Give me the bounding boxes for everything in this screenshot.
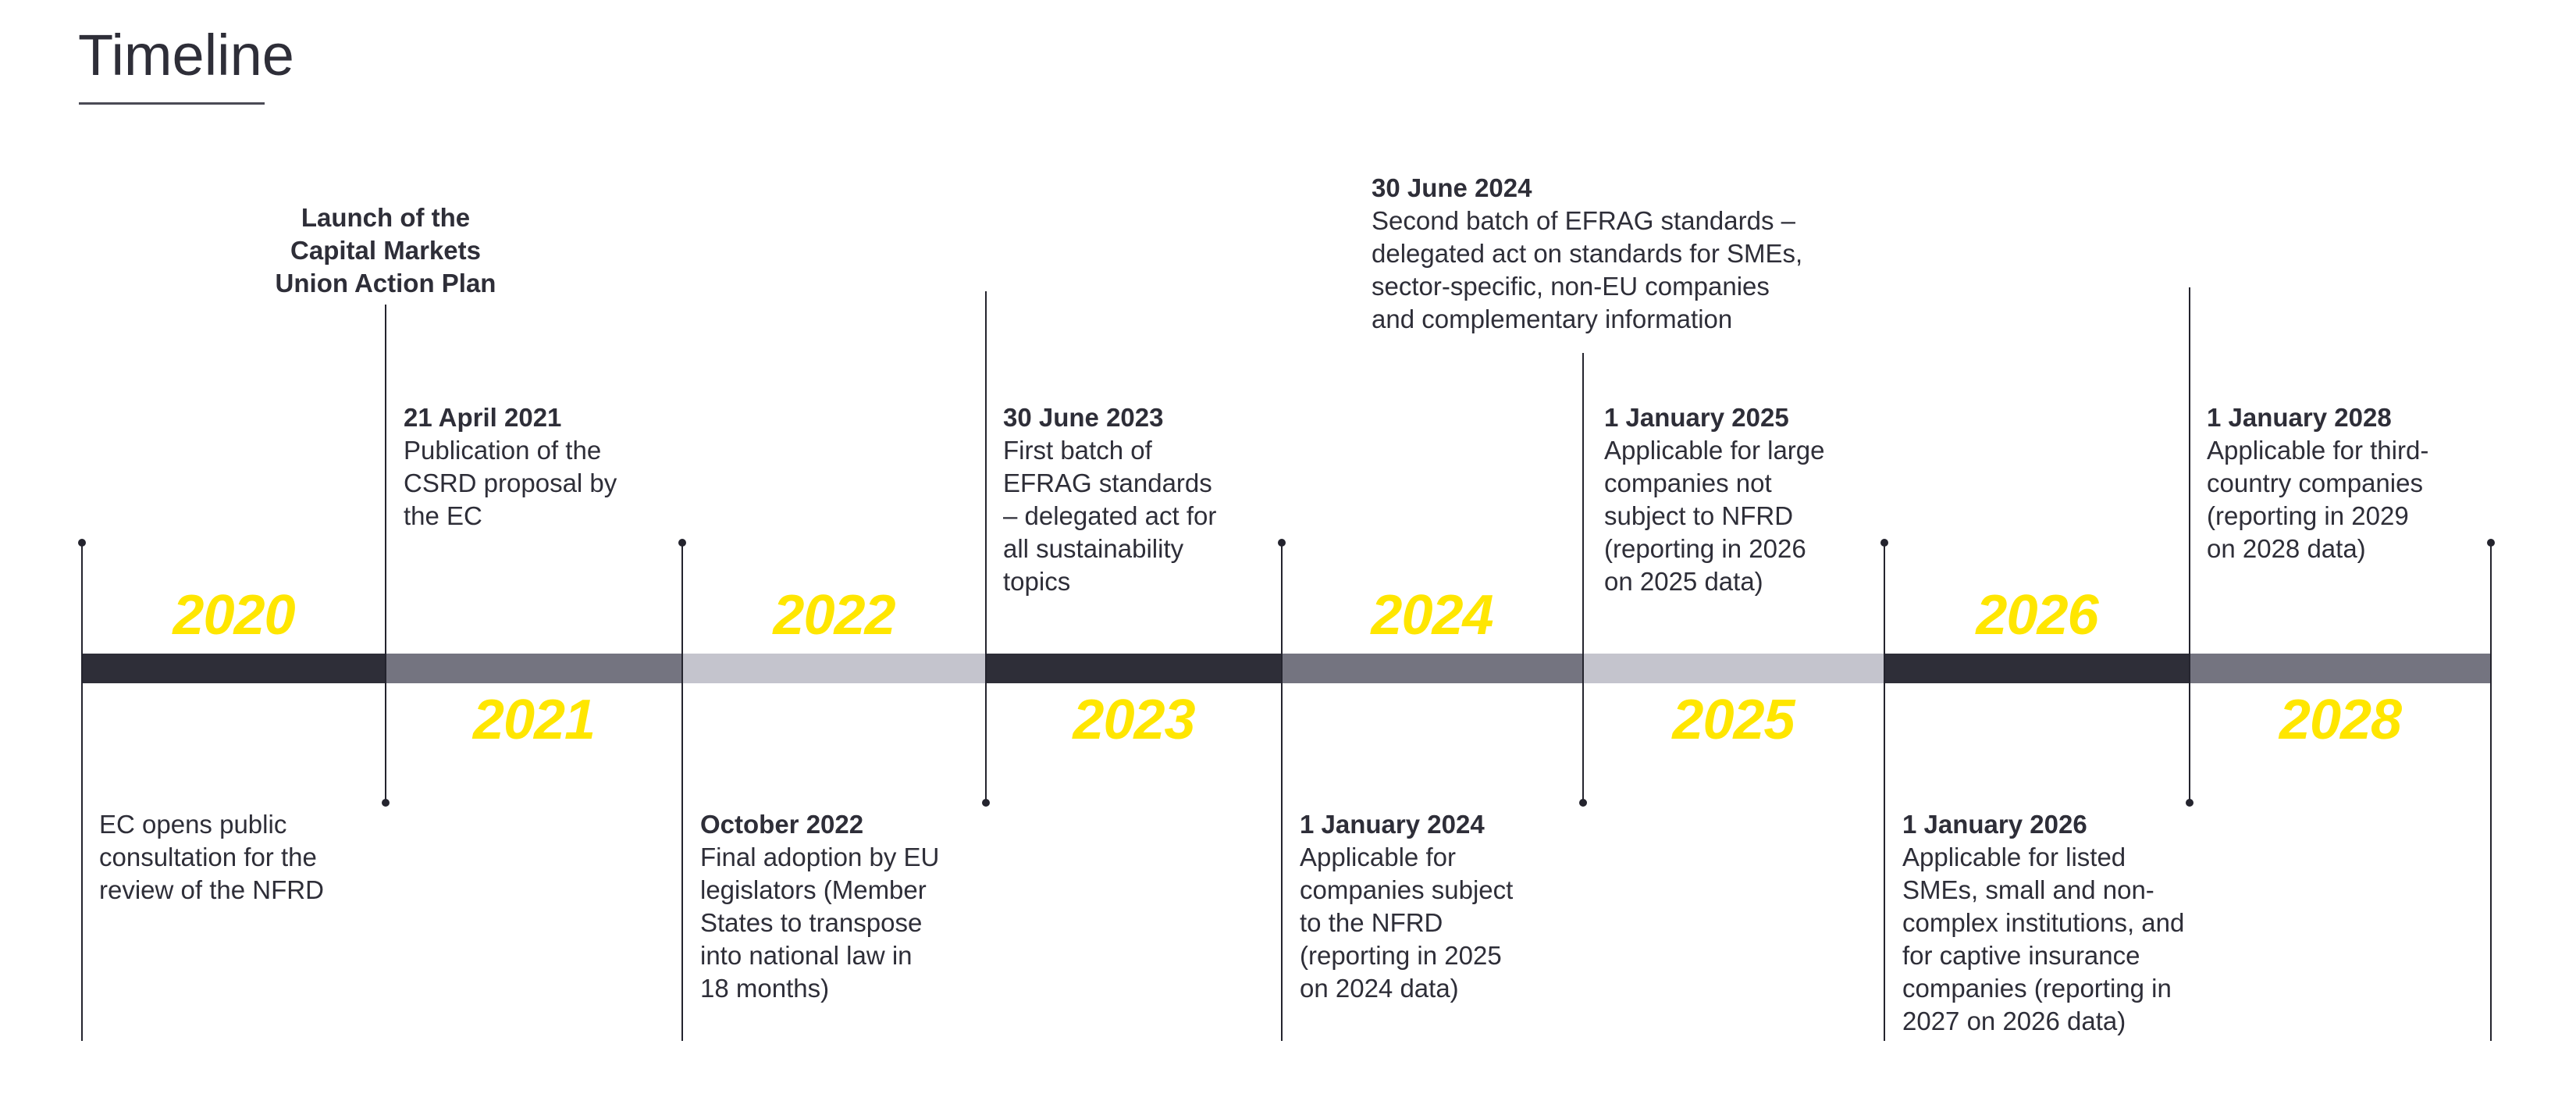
bar-segment-2020 bbox=[82, 654, 386, 683]
event-apr-2021-text: Publication of the CSRD proposal by the … bbox=[404, 436, 617, 530]
event-jan-2028-date: 1 January 2028 bbox=[2207, 403, 2392, 432]
marker-line-launch-cmu bbox=[385, 305, 386, 803]
event-jan-2024-date: 1 January 2024 bbox=[1300, 810, 1485, 839]
bar-segment-2022 bbox=[682, 654, 986, 683]
event-jun-2023: 30 June 2023 First batch of EFRAG standa… bbox=[1003, 401, 1237, 598]
marker-line-jan-2028 bbox=[2189, 287, 2190, 803]
event-oct-2022-date: October 2022 bbox=[700, 810, 864, 839]
marker-line-jun-2023 bbox=[985, 291, 987, 803]
marker-line-2022-start bbox=[681, 543, 683, 1041]
year-label-2024: 2024 bbox=[1371, 584, 1493, 647]
event-jun-2023-text: First batch of EFRAG standards – delegat… bbox=[1003, 436, 1217, 596]
marker-line-2026-start bbox=[1884, 543, 1885, 1041]
year-label-2026: 2026 bbox=[1976, 584, 2098, 647]
event-jun-2024-date: 30 June 2024 bbox=[1372, 173, 1532, 202]
event-ec-consultation-text: EC opens public consultation for the rev… bbox=[99, 810, 324, 904]
bar-segment-2023 bbox=[986, 654, 1282, 683]
event-jun-2024: 30 June 2024 Second batch of EFRAG stand… bbox=[1372, 172, 1871, 336]
event-jan-2025-date: 1 January 2025 bbox=[1604, 403, 1789, 432]
event-apr-2021: 21 April 2021 Publication of the CSRD pr… bbox=[404, 401, 638, 533]
event-jan-2024: 1 January 2024 Applicable for companies … bbox=[1300, 808, 1557, 1005]
marker-line-2020-start bbox=[81, 543, 83, 1041]
event-jan-2024-text: Applicable for companies subject to the … bbox=[1300, 843, 1514, 1003]
marker-dot-timeline-end bbox=[2487, 539, 2495, 547]
bar-segment-2028 bbox=[2190, 654, 2491, 683]
marker-dot-2022-start bbox=[678, 539, 686, 547]
marker-line-jan-2025 bbox=[1582, 353, 1584, 803]
marker-dot-jan-2028 bbox=[2186, 799, 2194, 807]
year-label-2025: 2025 bbox=[1672, 689, 1795, 751]
year-label-2021: 2021 bbox=[472, 689, 596, 751]
bar-segment-2026 bbox=[1884, 654, 2190, 683]
marker-line-timeline-end bbox=[2490, 543, 2492, 1041]
event-apr-2021-date: 21 April 2021 bbox=[404, 403, 562, 432]
year-label-2020: 2020 bbox=[173, 584, 295, 647]
event-jan-2028-text: Applicable for third- country companies … bbox=[2207, 436, 2429, 563]
year-label-2023: 2023 bbox=[1073, 689, 1195, 751]
marker-line-2024-start bbox=[1281, 543, 1283, 1041]
bar-segment-2021 bbox=[386, 654, 682, 683]
event-launch-cmu: Launch of the Capital Markets Union Acti… bbox=[275, 203, 496, 298]
year-label-2028: 2028 bbox=[2279, 689, 2402, 751]
marker-dot-launch-cmu bbox=[382, 799, 390, 807]
event-jun-2024-text: Second batch of EFRAG standards – delega… bbox=[1372, 206, 1803, 333]
event-jan-2026: 1 January 2026 Applicable for listed SME… bbox=[1902, 808, 2215, 1038]
event-jan-2026-text: Applicable for listed SMEs, small and no… bbox=[1902, 843, 2185, 1035]
event-jan-2026-date: 1 January 2026 bbox=[1902, 810, 2087, 839]
event-ec-consultation: EC opens public consultation for the rev… bbox=[99, 808, 357, 907]
year-label-2022: 2022 bbox=[773, 584, 895, 647]
marker-dot-jun-2023 bbox=[982, 799, 990, 807]
bar-segment-2025 bbox=[1582, 654, 1884, 683]
event-jun-2023-date: 30 June 2023 bbox=[1003, 403, 1164, 432]
marker-dot-2024-start bbox=[1278, 539, 1286, 547]
event-oct-2022: October 2022 Final adoption by EU legisl… bbox=[700, 808, 966, 1005]
page-title: Timeline bbox=[78, 23, 294, 87]
marker-dot-2026-start bbox=[1880, 539, 1888, 547]
event-jan-2025: 1 January 2025 Applicable for large comp… bbox=[1604, 401, 1862, 598]
event-jan-2028: 1 January 2028 Applicable for third- cou… bbox=[2207, 401, 2472, 565]
event-jan-2025-text: Applicable for large companies not subje… bbox=[1604, 436, 1825, 596]
event-oct-2022-text: Final adoption by EU legislators (Member… bbox=[700, 843, 940, 1003]
bar-segment-2024 bbox=[1282, 654, 1582, 683]
title-underline bbox=[79, 102, 265, 105]
marker-dot-2020-start bbox=[78, 539, 86, 547]
marker-dot-jan-2025 bbox=[1579, 799, 1587, 807]
